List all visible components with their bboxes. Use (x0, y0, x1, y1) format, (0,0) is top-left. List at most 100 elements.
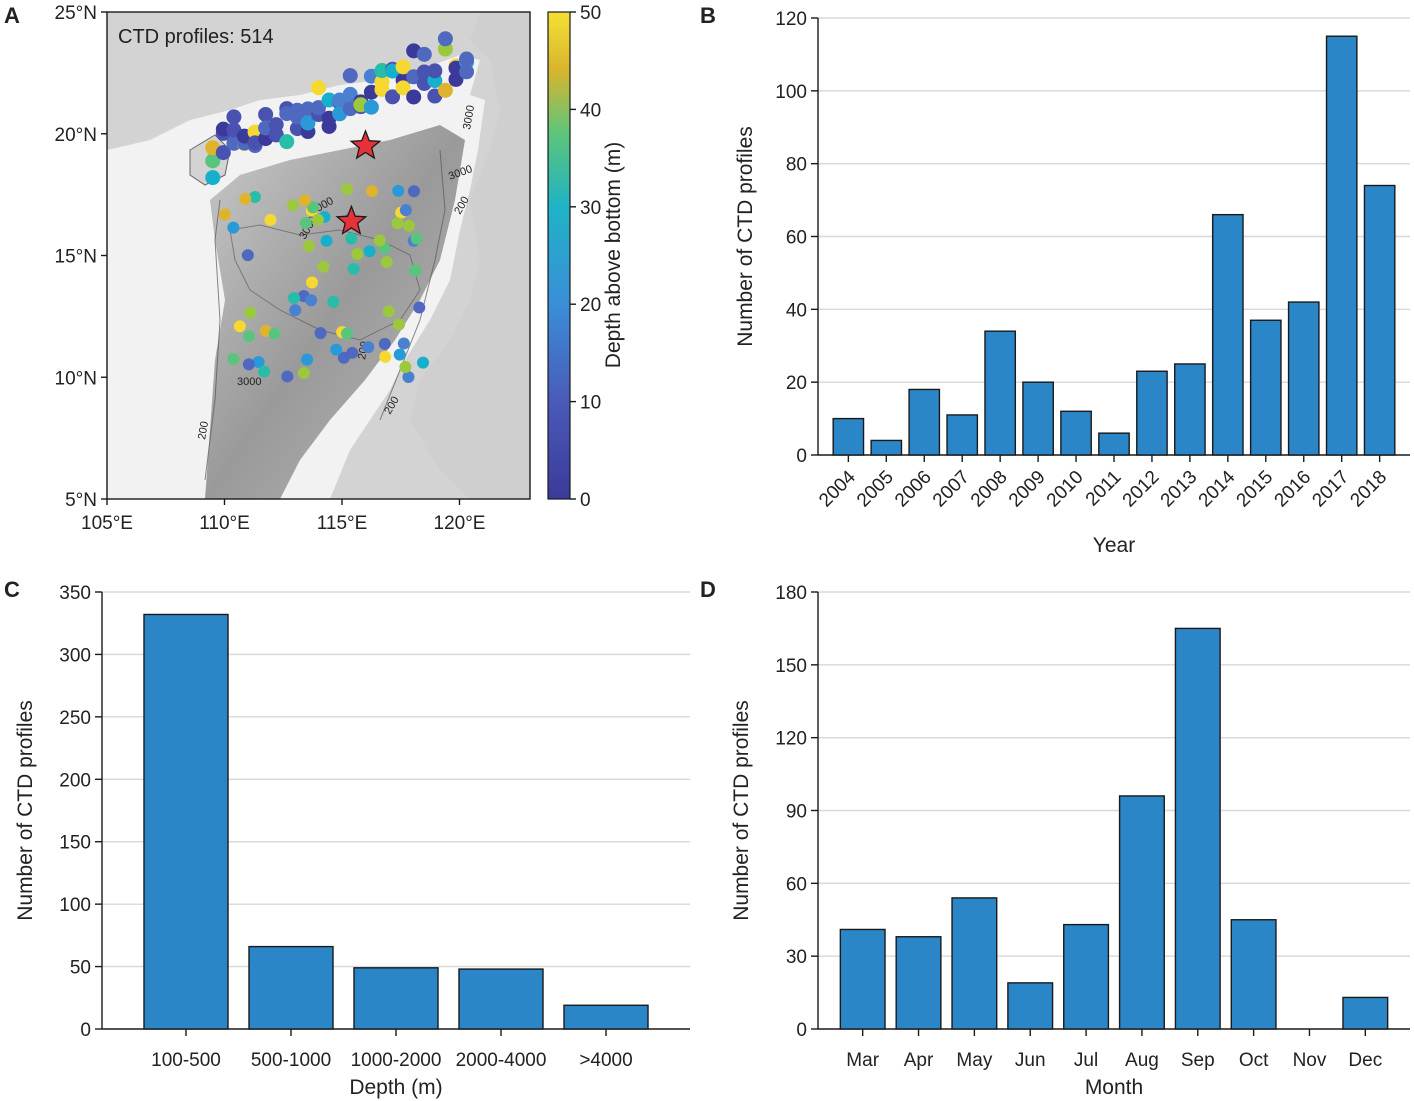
bar-2015 (1249, 319, 1282, 456)
station-dot (311, 213, 324, 226)
x-axis-label: Year (1093, 534, 1135, 557)
contour-3000 (229, 224, 421, 341)
y-tick-label: 30 (786, 947, 807, 968)
station-dot (227, 353, 240, 366)
panel-letter-d: D (700, 577, 716, 602)
colorbar-tick-label: 50 (580, 3, 601, 24)
station-star (335, 204, 368, 235)
map-y-tick-label: 20°N (55, 125, 97, 146)
y-tick-label: 0 (796, 1020, 807, 1041)
x-tick-label: 2016 (1271, 467, 1316, 512)
station-dot (395, 80, 411, 96)
station-dot (306, 201, 319, 214)
map-y-tick-label: 5°N (65, 490, 97, 511)
y-tick-label: 100 (775, 82, 807, 103)
station-dot (258, 106, 274, 122)
station-dot (399, 204, 412, 217)
station-dot (341, 183, 354, 196)
station-dot (281, 370, 294, 383)
y-tick-label: 300 (59, 645, 91, 666)
bar-2011 (1098, 432, 1130, 456)
station-dot (298, 194, 311, 207)
station-dot (314, 327, 327, 340)
station-dot (289, 304, 302, 317)
map-title: CTD profiles: 514 (118, 26, 274, 48)
station-dot (373, 234, 386, 247)
y-axis-label: Number of CTD profiles (14, 700, 37, 921)
station-dot (244, 306, 257, 319)
x-tick-label: 500-1000 (251, 1050, 331, 1071)
station-dot (248, 190, 261, 203)
station-dot (239, 192, 252, 205)
station-dot (374, 82, 390, 98)
station-dot (268, 117, 284, 133)
y-tick-label: 60 (786, 874, 807, 895)
station-dot (233, 320, 246, 333)
station-dot (407, 185, 420, 198)
station-dot (311, 100, 326, 116)
y-tick-label: 80 (786, 155, 807, 176)
y-tick-label: 120 (775, 9, 807, 30)
x-tick-label: Jul (1074, 1050, 1098, 1071)
y-tick-label: 150 (59, 833, 91, 854)
colorbar-tick-label: 0 (580, 490, 591, 511)
station-dot (241, 249, 254, 262)
station-dot (362, 341, 375, 354)
map-y-tick-label: 15°N (55, 247, 97, 268)
x-tick-label: 2014 (1195, 466, 1240, 511)
station-dot (406, 89, 422, 105)
colorbar-label: Depth above bottom (m) (602, 142, 625, 368)
x-tick-label: Mar (846, 1050, 879, 1071)
bar->4000 (563, 1004, 649, 1030)
station-dot (347, 262, 360, 275)
map-x-tick-label: 110°E (199, 513, 250, 534)
station-dot (395, 59, 411, 75)
station-dot (413, 301, 426, 314)
station-dot (205, 153, 221, 169)
station-dot (215, 145, 231, 161)
y-tick-label: 180 (775, 583, 807, 604)
philippines-land (410, 12, 530, 499)
bar-500-1000 (248, 945, 334, 1030)
station-dot (345, 232, 358, 245)
station-dot (393, 348, 406, 361)
x-axis-label: Depth (m) (349, 1076, 442, 1099)
station-dot (380, 256, 393, 269)
x-tick-label: 2017 (1308, 467, 1353, 512)
contour-label: 3000 (237, 376, 261, 388)
map-x-tick-label: 105°E (81, 513, 133, 534)
station-dot (402, 370, 415, 383)
x-tick-label: >4000 (579, 1050, 632, 1071)
y-tick-label: 150 (775, 656, 807, 677)
station-dot (306, 276, 319, 289)
year-bar-chart: 0204060801001202004200520062007200820092… (734, 9, 1410, 557)
station-dot (252, 356, 265, 369)
station-dot (392, 184, 405, 197)
bar-Aug (1118, 795, 1165, 1030)
station-dot (448, 71, 464, 87)
x-tick-label: Sep (1181, 1050, 1215, 1071)
station-dot (409, 264, 422, 277)
y-tick-label: 20 (786, 373, 807, 394)
station-dot (379, 350, 392, 363)
x-tick-label: 2007 (929, 467, 974, 512)
station-dot (226, 135, 242, 151)
colorbar-tick-label: 20 (580, 295, 601, 316)
y-tick-label: 0 (80, 1020, 91, 1041)
colorbar-ticks: 0 10 20 30 40 50 (570, 3, 601, 511)
station-dot (297, 367, 310, 380)
panel-letter-a: A (4, 3, 20, 28)
x-tick-label: Oct (1239, 1050, 1269, 1071)
bar-May (951, 897, 998, 1030)
map-axes-ticks: 105°E 110°E 115°E 120°E 25°N 20°N 15°N 10°N 5°N (55, 3, 486, 534)
y-tick-label: 250 (59, 708, 91, 729)
station-dot (226, 109, 242, 125)
x-tick-label: Jun (1015, 1050, 1046, 1071)
station-dot (342, 68, 358, 84)
y-axis-label: Number of CTD profiles (734, 126, 757, 347)
x-tick-label: Dec (1348, 1050, 1382, 1071)
station-dot (382, 305, 395, 318)
bar-Sep (1174, 627, 1221, 1030)
station-dot (264, 213, 277, 226)
y-tick-label: 60 (786, 228, 807, 249)
